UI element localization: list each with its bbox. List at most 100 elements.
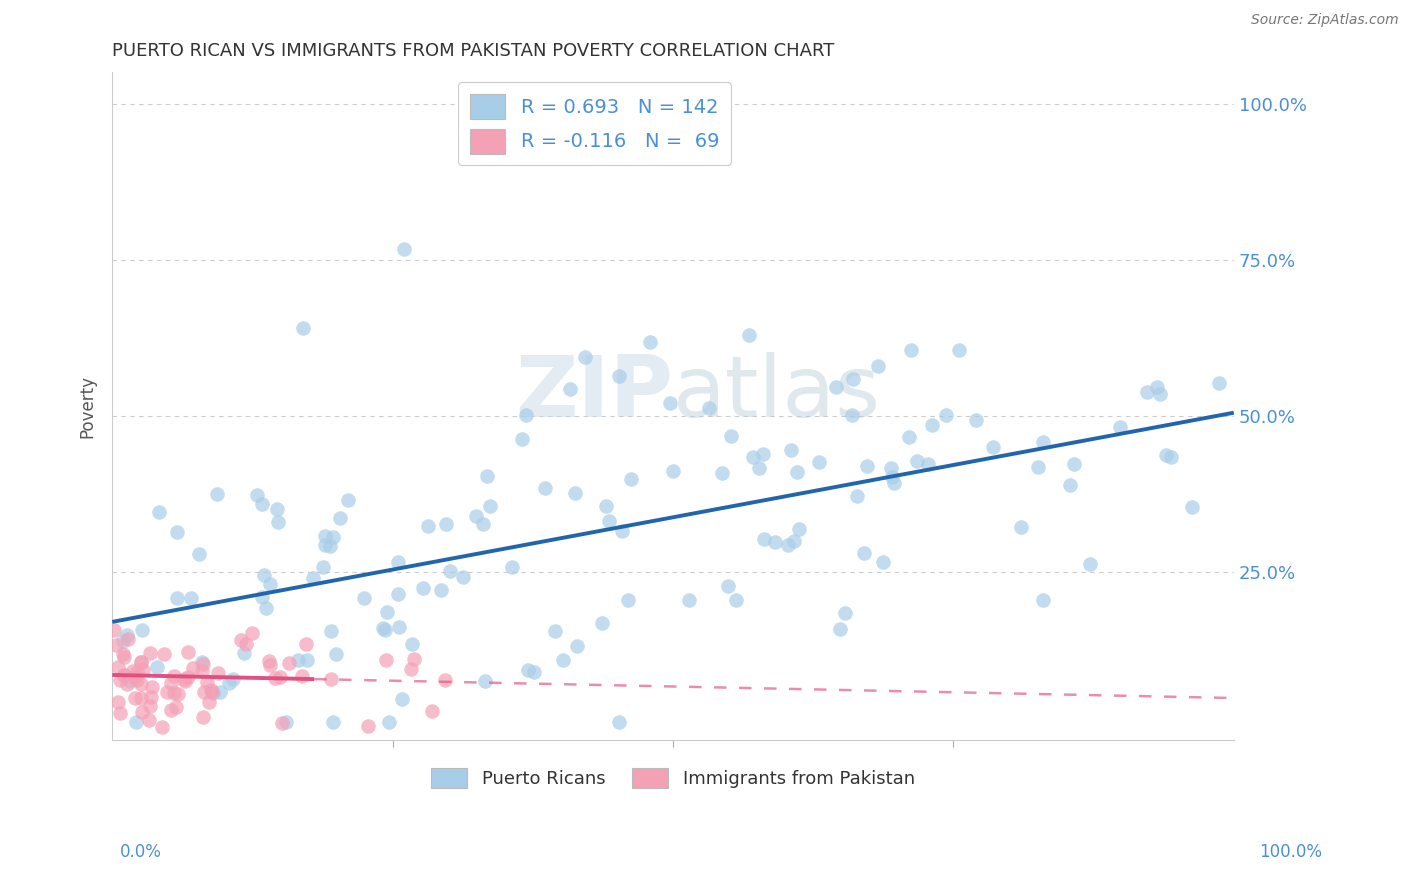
- Point: [921, 417, 943, 432]
- Point: [697, 401, 720, 416]
- Point: [138, 713, 160, 727]
- Point: [163, 669, 186, 683]
- Text: 100.0%: 100.0%: [1258, 843, 1322, 861]
- Point: [125, 714, 148, 729]
- Point: [434, 516, 457, 531]
- Point: [191, 655, 214, 669]
- Point: [834, 607, 856, 621]
- Y-axis label: Poverty: Poverty: [79, 375, 96, 438]
- Point: [148, 505, 170, 519]
- Text: Source: ZipAtlas.com: Source: ZipAtlas.com: [1251, 13, 1399, 28]
- Point: [789, 522, 811, 536]
- Point: [595, 499, 617, 513]
- Point: [353, 591, 375, 605]
- Point: [195, 674, 218, 689]
- Point: [259, 658, 281, 673]
- Point: [208, 685, 231, 699]
- Point: [173, 673, 195, 687]
- Point: [1181, 500, 1204, 514]
- Point: [523, 665, 546, 679]
- Point: [160, 703, 183, 717]
- Point: [374, 624, 396, 638]
- Point: [325, 647, 347, 661]
- Text: 0.0%: 0.0%: [120, 843, 162, 861]
- Point: [267, 515, 290, 529]
- Point: [551, 652, 574, 666]
- Point: [250, 590, 273, 604]
- Point: [183, 660, 205, 674]
- Point: [479, 499, 502, 513]
- Point: [638, 334, 661, 349]
- Point: [391, 691, 413, 706]
- Point: [544, 624, 567, 639]
- Point: [240, 626, 263, 640]
- Point: [301, 572, 323, 586]
- Point: [373, 621, 395, 635]
- Point: [659, 396, 682, 410]
- Point: [900, 343, 922, 358]
- Point: [150, 720, 173, 734]
- Point: [146, 659, 169, 673]
- Point: [828, 622, 851, 636]
- Point: [501, 560, 523, 574]
- Point: [1108, 420, 1130, 434]
- Point: [1154, 448, 1177, 462]
- Point: [1010, 520, 1032, 534]
- Point: [378, 714, 401, 729]
- Point: [1032, 593, 1054, 607]
- Point: [662, 464, 685, 478]
- Point: [253, 567, 276, 582]
- Point: [1136, 384, 1159, 399]
- Point: [510, 433, 533, 447]
- Point: [115, 676, 138, 690]
- Point: [115, 627, 138, 641]
- Point: [841, 372, 863, 386]
- Point: [474, 674, 496, 689]
- Point: [276, 714, 298, 729]
- Point: [233, 646, 256, 660]
- Point: [907, 454, 929, 468]
- Point: [139, 699, 162, 714]
- Point: [124, 670, 146, 684]
- Point: [129, 655, 152, 669]
- Point: [246, 488, 269, 502]
- Point: [935, 409, 957, 423]
- Point: [122, 664, 145, 678]
- Point: [197, 695, 219, 709]
- Point: [451, 570, 474, 584]
- Point: [254, 601, 277, 615]
- Point: [117, 632, 139, 646]
- Point: [412, 582, 434, 596]
- Point: [720, 429, 742, 443]
- Point: [176, 645, 198, 659]
- Point: [388, 620, 411, 634]
- Point: [193, 685, 215, 699]
- Point: [420, 704, 443, 718]
- Point: [104, 639, 127, 653]
- Point: [439, 564, 461, 578]
- Point: [314, 529, 336, 543]
- Point: [853, 546, 876, 560]
- Point: [1160, 450, 1182, 464]
- Point: [565, 639, 588, 653]
- Point: [174, 674, 197, 689]
- Point: [319, 673, 342, 687]
- Point: [392, 242, 415, 256]
- Point: [607, 714, 630, 729]
- Point: [266, 501, 288, 516]
- Point: [259, 576, 281, 591]
- Point: [846, 489, 869, 503]
- Point: [357, 719, 380, 733]
- Point: [160, 675, 183, 690]
- Point: [1146, 380, 1168, 394]
- Text: ZIP: ZIP: [515, 351, 673, 434]
- Point: [1059, 478, 1081, 492]
- Point: [741, 450, 763, 464]
- Point: [295, 636, 318, 650]
- Point: [112, 650, 135, 665]
- Point: [1078, 557, 1101, 571]
- Point: [1208, 376, 1230, 390]
- Point: [880, 461, 903, 475]
- Point: [103, 624, 125, 638]
- Point: [187, 547, 209, 561]
